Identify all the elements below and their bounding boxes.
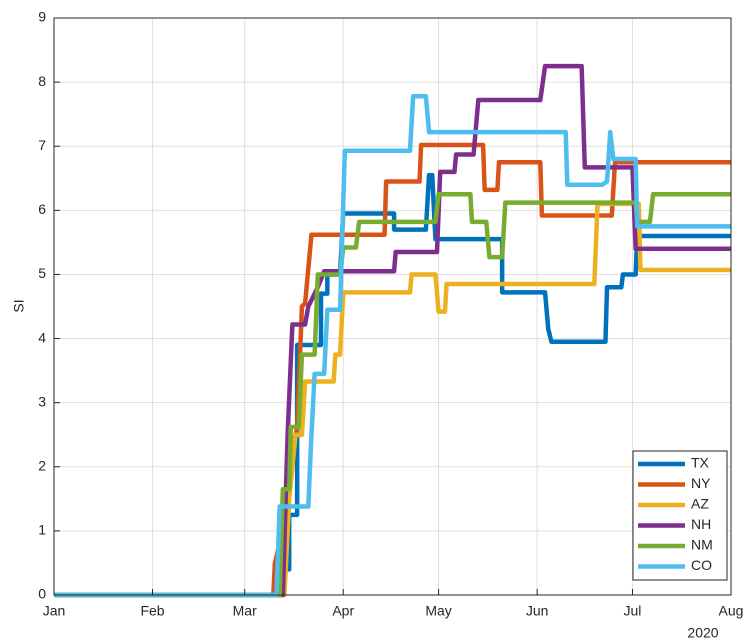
axes-box [53,17,732,596]
y-tick-label: 8 [38,73,46,89]
legend-label: NM [691,537,713,553]
x-axis-year: 2020 [687,625,718,641]
x-tick-label: Aug [719,603,744,619]
x-tick-label: Feb [140,603,164,619]
y-tick-label: 2 [38,457,46,473]
y-tick-label: 9 [38,9,46,25]
ticks: 0 1 2 3 4 5 6 7 8 9 Jan Feb Mar Apr May Jun Jul Aug [38,9,743,619]
y-tick-label: 1 [38,522,46,538]
legend-label: AZ [691,496,709,512]
legend: TX NY AZ NH NM CO [632,450,728,581]
legend-label: TX [691,455,710,471]
series-line [54,63,731,598]
y-tick-label: 3 [38,393,46,409]
x-tick-label: Mar [233,603,257,619]
y-tick-label: 0 [38,586,46,602]
series-line [54,172,731,598]
y-axis-label: SI [11,299,27,312]
x-tick-label: Apr [332,603,354,619]
y-tick-label: 4 [38,329,46,345]
x-tick-label: Jun [526,603,549,619]
x-tick-label: May [425,603,451,619]
y-tick-label: 6 [38,201,46,217]
x-tick-label: Jul [624,603,642,619]
x-tick-label: Jan [43,603,66,619]
lines [54,63,731,598]
legend-box [632,450,728,581]
plot-area [54,18,731,595]
legend-label: NH [691,516,711,532]
y-tick-label: 5 [38,265,46,281]
legend-label: CO [691,557,712,573]
legend-label: NY [691,475,711,491]
series-line [54,192,731,598]
series-line [54,201,731,598]
series-line [54,93,731,598]
y-tick-label: 7 [38,137,46,153]
